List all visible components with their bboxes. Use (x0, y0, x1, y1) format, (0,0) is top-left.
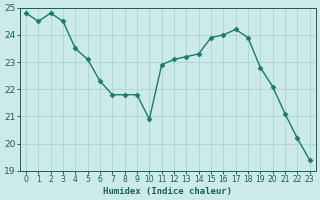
X-axis label: Humidex (Indice chaleur): Humidex (Indice chaleur) (103, 187, 232, 196)
